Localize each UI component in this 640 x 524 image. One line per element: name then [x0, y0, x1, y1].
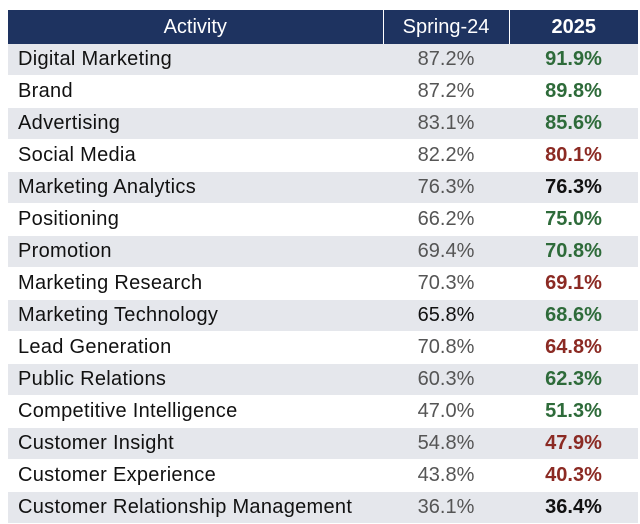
spring-24-cell: 83.1% [383, 107, 509, 140]
activity-cell: Lead Generation [8, 331, 383, 364]
table-row: Marketing Research 70.3% 69.1% [8, 267, 638, 300]
value-2025-cell: 40.3% [509, 459, 638, 492]
table-row: Public Relations 60.3% 62.3% [8, 363, 638, 396]
table-row: Customer Experience 43.8% 40.3% [8, 459, 638, 492]
value-2025-cell: 85.6% [509, 107, 638, 140]
value-2025-cell: 64.8% [509, 331, 638, 364]
activity-comparison-table-container: Activity Spring-24 2025 Digital Marketin… [8, 10, 638, 524]
activity-cell: Positioning [8, 203, 383, 236]
spring-24-cell: 60.3% [383, 363, 509, 396]
table-row: Digital Marketing 87.2% 91.9% [8, 44, 638, 76]
header-spring-24: Spring-24 [382, 10, 509, 44]
header-activity: Activity [8, 10, 383, 44]
header-row: Activity Spring-24 2025 [8, 10, 638, 44]
activity-cell: Marketing Technology [8, 299, 383, 332]
table-row: Promotion 69.4% 70.8% [8, 235, 638, 268]
value-2025-cell: 69.1% [509, 267, 638, 300]
activity-cell: Public Relations [8, 363, 383, 396]
activity-cell: Customer Insight [8, 427, 383, 460]
value-2025-cell: 36.4% [509, 491, 638, 524]
spring-24-cell: 70.8% [383, 331, 509, 364]
spring-24-cell: 54.8% [383, 427, 509, 460]
activity-cell: Customer Experience [8, 459, 383, 492]
spring-24-cell: 87.2% [383, 44, 509, 76]
value-2025-cell: 70.8% [509, 235, 638, 268]
table-row: Customer Insight 54.8% 47.9% [8, 427, 638, 460]
activity-cell: Marketing Research [8, 267, 383, 300]
spring-24-cell: 66.2% [383, 203, 509, 236]
spring-24-cell: 82.2% [383, 139, 509, 172]
activity-cell: Marketing Analytics [8, 171, 383, 204]
table-row: Brand 87.2% 89.8% [8, 75, 638, 108]
spring-24-cell: 43.8% [383, 459, 509, 492]
table-row: Customer Relationship Management 36.1% 3… [8, 491, 638, 524]
table-row: Advertising 83.1% 85.6% [8, 107, 638, 140]
spring-24-cell: 87.2% [383, 75, 509, 108]
activity-cell: Customer Relationship Management [8, 491, 383, 524]
value-2025-cell: 62.3% [509, 363, 638, 396]
spring-24-cell: 47.0% [383, 395, 509, 428]
table-row: Positioning 66.2% 75.0% [8, 203, 638, 236]
activity-cell: Brand [8, 75, 383, 108]
activity-cell: Advertising [8, 107, 383, 140]
value-2025-cell: 51.3% [509, 395, 638, 428]
table-row: Lead Generation 70.8% 64.8% [8, 331, 638, 364]
value-2025-cell: 91.9% [509, 44, 638, 76]
activity-comparison-table: Activity Spring-24 2025 Digital Marketin… [8, 10, 638, 524]
table-body: Digital Marketing 87.2% 91.9% Brand 87.2… [8, 44, 638, 524]
activity-cell: Promotion [8, 235, 383, 268]
activity-cell: Social Media [8, 139, 383, 172]
spring-24-cell: 70.3% [383, 267, 509, 300]
spring-24-cell: 65.8% [383, 299, 509, 332]
table-row: Marketing Technology 65.8% 68.6% [8, 299, 638, 332]
value-2025-cell: 89.8% [509, 75, 638, 108]
value-2025-cell: 68.6% [509, 299, 638, 332]
table-row: Social Media 82.2% 80.1% [8, 139, 638, 172]
table-row: Competitive Intelligence 47.0% 51.3% [8, 395, 638, 428]
spring-24-cell: 69.4% [383, 235, 509, 268]
table-header: Activity Spring-24 2025 [8, 10, 638, 44]
spring-24-cell: 36.1% [383, 491, 509, 524]
spring-24-cell: 76.3% [383, 171, 509, 204]
activity-cell: Digital Marketing [8, 44, 383, 76]
value-2025-cell: 75.0% [509, 203, 638, 236]
activity-cell: Competitive Intelligence [8, 395, 383, 428]
table-row: Marketing Analytics 76.3% 76.3% [8, 171, 638, 204]
value-2025-cell: 76.3% [509, 171, 638, 204]
value-2025-cell: 80.1% [509, 139, 638, 172]
header-2025: 2025 [508, 10, 638, 44]
value-2025-cell: 47.9% [509, 427, 638, 460]
